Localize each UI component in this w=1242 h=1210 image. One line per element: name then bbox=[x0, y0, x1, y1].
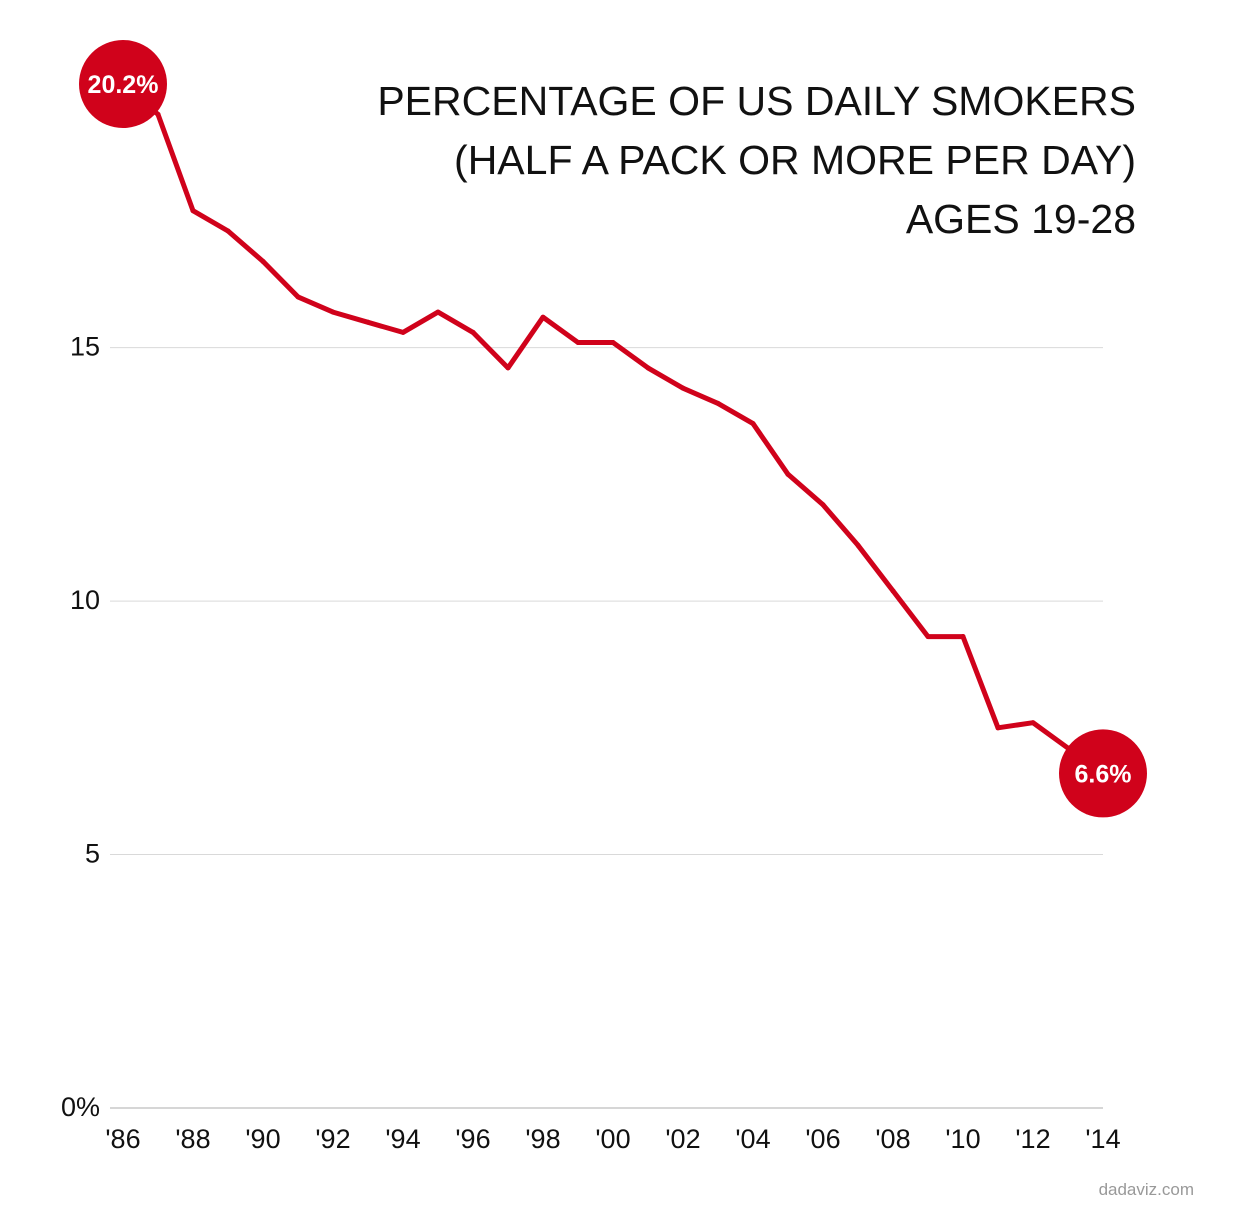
data-point bbox=[890, 588, 896, 594]
data-point bbox=[575, 340, 581, 346]
data-point bbox=[995, 725, 1001, 731]
data-point bbox=[330, 309, 336, 315]
source-credit: dadaviz.com bbox=[1098, 1180, 1194, 1199]
x-tick-label: '88 bbox=[175, 1124, 210, 1154]
x-tick-label: '08 bbox=[875, 1124, 910, 1154]
data-point bbox=[435, 309, 441, 315]
y-tick-label: 5 bbox=[85, 839, 100, 869]
y-axis: 0% 5 10 15 bbox=[61, 332, 100, 1122]
data-point bbox=[855, 542, 861, 548]
data-point bbox=[470, 329, 476, 335]
data-point bbox=[155, 111, 161, 117]
x-tick-label: '14 bbox=[1085, 1124, 1120, 1154]
x-tick-label: '92 bbox=[315, 1124, 350, 1154]
data-point bbox=[785, 471, 791, 477]
callout-circle bbox=[79, 40, 167, 128]
x-tick-label: '96 bbox=[455, 1124, 490, 1154]
x-tick-label: '04 bbox=[735, 1124, 770, 1154]
data-point bbox=[295, 294, 301, 300]
y-tick-label: 0% bbox=[61, 1092, 100, 1122]
x-tick-label: '86 bbox=[105, 1124, 140, 1154]
chart-title-line-3: AGES 19-28 bbox=[906, 196, 1136, 242]
y-tick-label: 15 bbox=[70, 332, 100, 362]
chart-title-line-1: PERCENTAGE OF US DAILY SMOKERS bbox=[377, 78, 1136, 124]
data-point bbox=[1030, 720, 1036, 726]
series-line bbox=[120, 81, 1106, 776]
callout-circle bbox=[1059, 729, 1147, 818]
data-point bbox=[190, 208, 196, 214]
data-point bbox=[365, 319, 371, 325]
data-point bbox=[820, 502, 826, 508]
chart-title: PERCENTAGE OF US DAILY SMOKERS (HALF A P… bbox=[377, 78, 1136, 242]
x-tick-label: '94 bbox=[385, 1124, 420, 1154]
callout-label: 20.2% bbox=[88, 71, 159, 99]
chart-title-line-2: (HALF A PACK OR MORE PER DAY) bbox=[454, 137, 1136, 183]
data-point bbox=[750, 421, 756, 427]
data-point bbox=[925, 634, 931, 640]
value-callouts: 20.2% 6.6% bbox=[79, 40, 1147, 818]
series-lines bbox=[120, 81, 1106, 776]
data-point bbox=[225, 228, 231, 234]
data-point bbox=[645, 365, 651, 371]
grid-lines bbox=[110, 347, 1103, 1109]
data-point bbox=[680, 385, 686, 391]
y-tick-label: 10 bbox=[70, 585, 100, 615]
x-tick-label: '02 bbox=[665, 1124, 700, 1154]
x-tick-label: '06 bbox=[805, 1124, 840, 1154]
data-point bbox=[540, 314, 546, 320]
data-point bbox=[505, 365, 511, 371]
x-tick-label: '98 bbox=[525, 1124, 560, 1154]
data-point bbox=[400, 329, 406, 335]
x-axis: '86 '88 '90 '92 '94 '96 '98 '00 '02 '04 '06 '08 '10 '… bbox=[105, 1124, 1120, 1154]
x-tick-label: '10 bbox=[945, 1124, 980, 1154]
data-point bbox=[960, 634, 966, 640]
x-tick-label: '00 bbox=[595, 1124, 630, 1154]
x-tick-label: '12 bbox=[1015, 1124, 1050, 1154]
data-point bbox=[610, 340, 616, 346]
x-tick-label: '90 bbox=[245, 1124, 280, 1154]
data-point bbox=[260, 258, 266, 264]
callout-label: 6.6% bbox=[1075, 760, 1132, 788]
data-point bbox=[715, 400, 721, 406]
